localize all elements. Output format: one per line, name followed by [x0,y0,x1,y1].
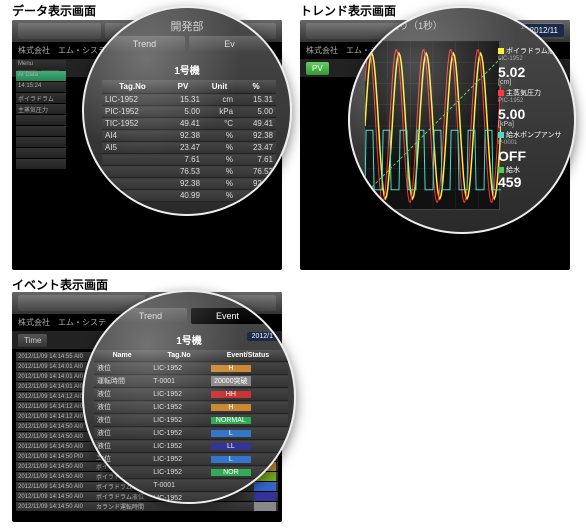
sidebar-item[interactable]: 主蒸気圧力 [16,104,66,114]
sidebar-item[interactable] [16,126,66,136]
sidebar-item[interactable] [16,137,66,147]
chip[interactable]: Time [18,334,47,347]
sidebar-item[interactable]: ボイラドラム [16,93,66,103]
chip-pv[interactable]: PV [306,62,329,75]
time-label: 14:15:24 [16,82,66,92]
sidebar-item[interactable] [16,115,66,125]
caption-event: イベント表示画面 [12,276,108,293]
sidebar-item[interactable] [16,148,66,158]
status-swatch [254,502,276,511]
sidebar: Menu AI Data 14:15:24 ボイラドラム主蒸気圧力 [16,60,66,170]
sidebar-item[interactable] [16,159,66,169]
zoom-lens-event: Trend Event 1号機 2012/1 NameTag.NoEvent/S… [82,290,296,504]
sidebar-item[interactable]: AI Data [16,71,66,81]
bg-event-row: 2012/11/09 14:14:50AI0カランド運転時間 [16,502,278,511]
zoom-lens-trend: ム廻り（1秒） 2012/11/0814:15:24 ボイラドラム液位LIC-1… [348,6,576,234]
caption-trend: トレンド表示画面 [300,2,396,19]
menu-label: Menu [16,60,66,70]
caption-data: データ表示画面 [12,2,96,19]
zoom-lens-data: 開発部 Trend Ev 1号機 Tag.NoPVUnit% LIC-19521… [82,6,292,216]
